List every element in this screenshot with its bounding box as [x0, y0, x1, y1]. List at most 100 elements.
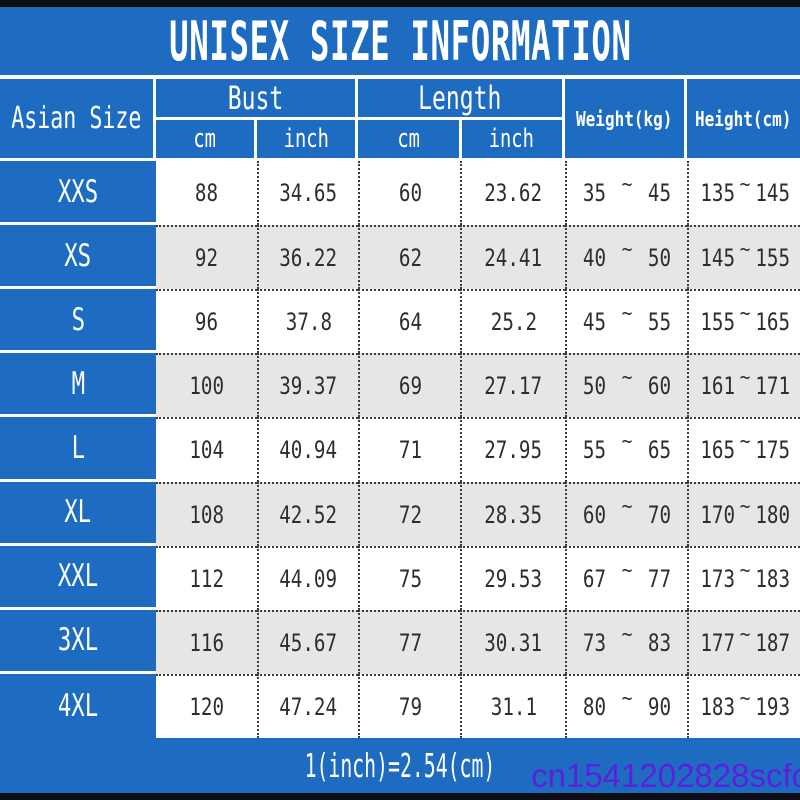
header-length-inch-label: inch: [489, 124, 535, 154]
tilde-separator: ~: [739, 365, 751, 390]
header-asian-size: Asian Size: [0, 79, 156, 161]
bust-inch-cell: 47.24: [257, 673, 358, 738]
page-title: UNISEX SIZE INFORMATION: [168, 9, 632, 73]
header-length: Length: [358, 79, 562, 120]
size-label-cell: 3XL: [0, 609, 156, 674]
size-label: XXL: [57, 558, 99, 595]
weight-max-value: 77: [647, 564, 672, 593]
length-cm-cell: 64: [358, 289, 460, 354]
header-length-cm-label: cm: [396, 124, 420, 154]
size-label-cell: XXS: [0, 161, 156, 226]
tilde-separator: ~: [621, 621, 633, 646]
length-inch-cell: 31.1: [460, 673, 565, 738]
weight-max-value: 70: [647, 500, 672, 529]
tilde-separator: ~: [621, 429, 633, 454]
header-length-cm: cm: [358, 120, 462, 158]
bust-inch-cell: 44.09: [257, 545, 358, 610]
size-label: 3XL: [57, 622, 99, 659]
size-label-cell: S: [0, 289, 156, 354]
footer-note-band: 1(inch)=2.54(cm): [0, 738, 800, 793]
bust-cm-cell-value: 88: [194, 179, 219, 208]
length-cm-cell-value: 62: [398, 244, 422, 273]
weight-range-cell: 40 ~50: [565, 225, 687, 290]
bust-cm-cell: 104: [156, 417, 257, 482]
weight-range-cell: 73 ~83: [565, 609, 687, 674]
size-label: S: [71, 301, 85, 338]
height-min-value: 145: [700, 244, 736, 273]
table-header: Asian Size Bust cm inch Length cm: [0, 79, 800, 161]
bust-inch-cell-value: 34.65: [279, 179, 338, 208]
height-max-value: 183: [755, 564, 791, 593]
weight-min-value: 35: [582, 179, 607, 208]
length-cm-cell-value: 72: [398, 500, 422, 529]
tilde-separator: ~: [739, 237, 751, 262]
length-inch-cell: 25.2: [460, 289, 565, 354]
weight-max-value: 83: [647, 628, 672, 657]
size-label: XL: [64, 494, 92, 531]
bottom-border-bar: [0, 793, 800, 800]
length-inch-cell: 23.62: [460, 161, 565, 226]
height-range-cell: 165 ~175: [687, 417, 800, 482]
weight-max-value: 90: [647, 692, 672, 721]
bust-cm-cell-value: 104: [189, 436, 224, 465]
weight-max-value: 65: [647, 436, 672, 465]
length-cm-cell: 60: [358, 161, 460, 226]
weight-min-value: 67: [582, 564, 607, 593]
title-band: UNISEX SIZE INFORMATION: [0, 7, 800, 75]
height-min-value: 155: [700, 308, 736, 337]
header-bust: Bust: [156, 79, 355, 120]
length-inch-cell-value: 30.31: [484, 628, 543, 657]
tilde-separator: ~: [739, 621, 751, 646]
tilde-separator: ~: [739, 557, 751, 582]
header-length-inch: inch: [461, 120, 562, 158]
tilde-separator: ~: [621, 557, 633, 582]
weight-range-cell: 35 ~45: [565, 161, 687, 226]
length-inch-cell: 27.95: [460, 417, 565, 482]
title-divider: [0, 75, 800, 79]
conversion-note: 1(inch)=2.54(cm): [304, 746, 496, 785]
height-range-cell: 173 ~183: [687, 545, 800, 610]
height-max-value: 175: [755, 436, 791, 465]
bust-inch-cell-value: 36.22: [279, 244, 338, 273]
height-range-cell: 145 ~155: [687, 225, 800, 290]
bust-cm-cell: 96: [156, 289, 257, 354]
table-body: XXS 88 34.65 60 23.62 35 ~45 135 ~145 XS 92 36.22 62…: [0, 161, 800, 738]
size-label: M: [71, 365, 85, 402]
weight-range-cell: 50 ~60: [565, 353, 687, 418]
length-cm-cell-value: 77: [398, 628, 422, 657]
table-row: 4XL 120 47.24 79 31.1 80 ~90 183 ~193: [0, 673, 800, 738]
size-label: L: [71, 429, 85, 466]
bust-cm-cell-value: 116: [189, 628, 224, 657]
length-cm-cell: 71: [358, 417, 460, 482]
length-cm-cell-value: 69: [398, 372, 422, 401]
tilde-separator: ~: [739, 493, 751, 518]
bust-cm-cell: 100: [156, 353, 257, 418]
size-label: XS: [64, 237, 92, 274]
header-group-length: Length cm inch: [358, 79, 565, 161]
table-row: L 104 40.94 71 27.95 55 ~65 165 ~175: [0, 417, 800, 482]
height-range-cell: 170 ~180: [687, 481, 800, 546]
bust-cm-cell-value: 100: [189, 372, 224, 401]
header-bust-inch-label: inch: [283, 124, 329, 154]
length-inch-cell: 27.17: [460, 353, 565, 418]
size-label: 4XL: [57, 687, 99, 724]
weight-min-value: 80: [582, 692, 607, 721]
height-min-value: 177: [700, 628, 736, 657]
bust-inch-cell: 37.8: [257, 289, 358, 354]
header-length-label: Length: [418, 79, 502, 117]
length-cm-cell-value: 64: [398, 308, 422, 337]
bust-inch-cell-value: 40.94: [279, 436, 338, 465]
length-inch-cell-value: 27.17: [484, 372, 543, 401]
weight-range-cell: 45 ~55: [565, 289, 687, 354]
header-weight: Weight(kg): [565, 79, 687, 161]
length-inch-cell-value: 23.62: [484, 179, 543, 208]
length-inch-cell-value: 27.95: [484, 436, 543, 465]
length-cm-cell-value: 71: [398, 436, 422, 465]
length-inch-cell: 30.31: [460, 609, 565, 674]
header-group-bust: Bust cm inch: [156, 79, 358, 161]
height-min-value: 183: [700, 692, 736, 721]
size-label-cell: XL: [0, 481, 156, 546]
bust-inch-cell: 36.22: [257, 225, 358, 290]
table-row: XXL 112 44.09 75 29.53 67 ~77 173 ~183: [0, 545, 800, 610]
